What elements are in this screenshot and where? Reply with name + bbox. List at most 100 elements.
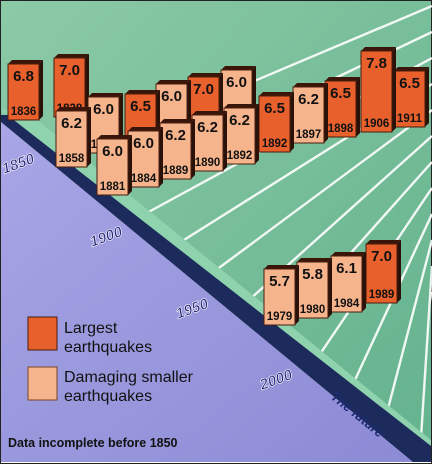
bar-year-label: 1989 [369, 289, 395, 301]
bar-side [362, 252, 366, 312]
bar-side [295, 265, 299, 325]
bar-front [360, 50, 393, 133]
bar-magnitude-label: 6.2 [61, 115, 82, 132]
bar-top [259, 92, 294, 96]
bar-magnitude-label: 7.0 [371, 248, 392, 265]
earthquake-bar-1911: 6.5 1911 [393, 67, 429, 128]
bar-top [192, 111, 227, 115]
bar-side [328, 258, 332, 318]
bar-magnitude-label: 6.5 [330, 85, 351, 102]
bar-front [96, 138, 129, 196]
bar-top [88, 93, 123, 97]
bar-year-label: 1906 [364, 118, 390, 130]
bar-front [263, 268, 296, 326]
bar-year-label: 1881 [100, 181, 126, 193]
earthquake-bar-1898: 6.5 1898 [324, 77, 360, 138]
timeline-ledge [1, 115, 431, 462]
bar-magnitude-label: 5.7 [269, 273, 290, 290]
earthquake-bar-1984: 6.1 1984 [330, 252, 366, 313]
earthquake-bar-1989: 7.0 1989 [365, 240, 401, 304]
bar-side [159, 127, 163, 187]
bar-magnitude-label: 6.1 [336, 260, 357, 277]
bar-magnitude-label: 6.8 [13, 68, 34, 85]
legend-label-largest-line2: earthquakes [64, 339, 152, 356]
bar-year-label: 1911 [397, 113, 423, 125]
legend-label-largest-line1: Largest [64, 320, 118, 337]
bar-side [392, 47, 396, 132]
bar-magnitude-label: 6.0 [226, 74, 247, 91]
bar-top [160, 119, 195, 123]
bar-top [224, 104, 259, 108]
earthquake-bar-1889: 6.2 1889 [159, 119, 195, 180]
bar-year-label: 1898 [328, 123, 354, 135]
bar-top [128, 127, 163, 131]
bar-year-label: 1892 [227, 150, 253, 162]
earthquake-bar-1881: 6.0 1881 [96, 135, 132, 196]
bar-year-label: 1984 [334, 298, 360, 310]
bar-top [97, 135, 132, 139]
legend-swatch-smaller [27, 366, 58, 401]
bar-year-label: 1836 [11, 106, 37, 118]
bar-magnitude-label: 6.5 [264, 100, 285, 117]
ground-stripe [346, 213, 432, 396]
bar-side [87, 107, 91, 167]
earthquake-bar-1979: 5.7 1979 [263, 265, 299, 326]
legend-swatch-largest [27, 316, 58, 351]
earthquake-bar-1892: 6.5 1892 [258, 92, 294, 153]
bar-year-label: 1858 [59, 153, 85, 165]
ground-stripe [203, 109, 432, 280]
bar-front [393, 70, 426, 128]
bar-top [125, 90, 160, 94]
bar-top [188, 73, 223, 77]
bar-magnitude-label: 6.2 [229, 112, 250, 129]
bar-top [331, 252, 366, 256]
earthquake-bars: 7.018386.818366.018706.519117.819067.018… [7, 47, 429, 326]
bar-magnitude-label: 6.0 [93, 101, 114, 118]
bar-front [159, 122, 192, 180]
bar-top [297, 258, 332, 262]
legend: Largest earthquakes Damaging smaller ear… [27, 316, 194, 405]
earthquake-bar-1858: 6.2 1858 [55, 107, 91, 168]
earthquake-bar-1884: 6.0 1884 [127, 127, 163, 188]
bar-top [293, 83, 328, 87]
bar-front [127, 130, 160, 188]
bar-top [54, 54, 89, 58]
bar-front [258, 95, 291, 153]
bar-year-label: 1884 [131, 173, 157, 185]
bar-top [361, 47, 396, 51]
bar-year-label: 1892 [262, 138, 288, 150]
bar-magnitude-label: 6.2 [165, 127, 186, 144]
bar-magnitude-label: 6.2 [298, 91, 319, 108]
earthquake-bar-1890: 6.2 1890 [191, 111, 227, 172]
bar-side [324, 83, 328, 143]
bar-front [7, 63, 40, 121]
earthquake-bar-1897: 6.2 1897 [292, 83, 328, 144]
bar-front [330, 255, 363, 313]
bar-top [366, 240, 401, 244]
bar-magnitude-label: 6.0 [161, 88, 182, 105]
bar-year-label: 1889 [163, 165, 189, 177]
bar-side [223, 111, 227, 171]
bar-side [290, 92, 294, 152]
bar-year-label: 1897 [296, 129, 322, 141]
bar-top [56, 107, 91, 111]
legend-label-smaller-line1: Damaging smaller [64, 369, 194, 386]
bar-side [128, 135, 132, 195]
bar-magnitude-label: 7.0 [59, 62, 80, 79]
earthquake-bar-1892: 6.2 1892 [223, 104, 259, 165]
bar-magnitude-label: 7.8 [366, 55, 387, 72]
bar-top [264, 265, 299, 269]
bar-year-label: 1890 [195, 157, 221, 169]
bar-front [191, 114, 224, 172]
legend-label-smaller-line2: earthquakes [64, 388, 152, 405]
earthquake-bar-1906: 7.8 1906 [360, 47, 396, 133]
bar-side [191, 119, 195, 179]
bar-front [55, 110, 88, 168]
data-note: Data incomplete before 1850 [8, 436, 178, 450]
earthquake-bar-1980: 5.8 1980 [296, 258, 332, 319]
bar-top [8, 60, 43, 64]
bar-magnitude-label: 6.5 [130, 98, 151, 115]
bar-side [255, 104, 259, 164]
